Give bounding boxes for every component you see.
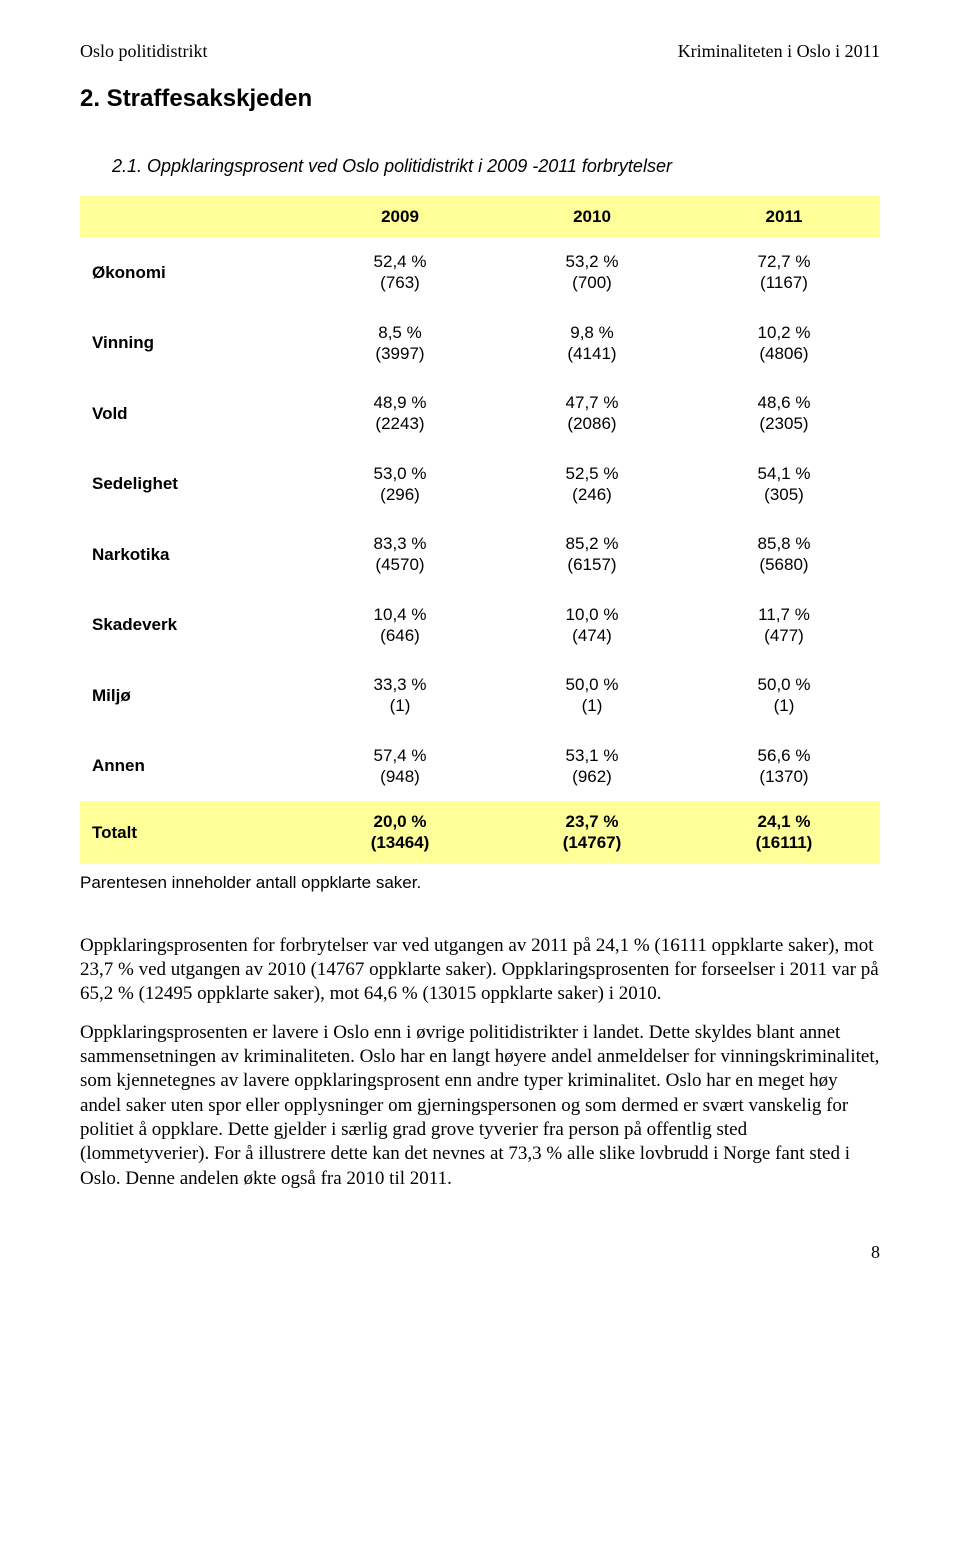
cell-2009: 48,9 %(2243) xyxy=(304,378,496,449)
cell-2010: 10,0 %(474) xyxy=(496,590,688,661)
total-2011: 24,1 %(16111) xyxy=(688,801,880,864)
header-right: Kriminaliteten i Oslo i 2011 xyxy=(678,40,880,63)
row-label: Narkotika xyxy=(80,519,304,590)
cell-2010: 47,7 %(2086) xyxy=(496,378,688,449)
row-label: Annen xyxy=(80,731,304,802)
cell-2010: 9,8 %(4141) xyxy=(496,308,688,379)
paragraph: Oppklaringsprosenten er lavere i Oslo en… xyxy=(80,1021,880,1191)
total-label: Totalt xyxy=(80,801,304,864)
table-total-row: Totalt20,0 %(13464)23,7 %(14767)24,1 %(1… xyxy=(80,801,880,864)
cell-2011: 72,7 %(1167) xyxy=(688,237,880,308)
cell-2009: 57,4 %(948) xyxy=(304,731,496,802)
body-text: Oppklaringsprosenten for forbrytelser va… xyxy=(80,934,880,1191)
cell-2009: 8,5 %(3997) xyxy=(304,308,496,379)
cell-2010: 52,5 %(246) xyxy=(496,449,688,520)
cell-2009: 53,0 %(296) xyxy=(304,449,496,520)
row-label: Vold xyxy=(80,378,304,449)
table-row: Sedelighet53,0 %(296)52,5 %(246)54,1 %(3… xyxy=(80,449,880,520)
row-label: Miljø xyxy=(80,660,304,731)
cell-2011: 85,8 %(5680) xyxy=(688,519,880,590)
row-label: Økonomi xyxy=(80,237,304,308)
paragraph: Oppklaringsprosenten for forbrytelser va… xyxy=(80,934,880,1007)
cell-2011: 48,6 %(2305) xyxy=(688,378,880,449)
page-header: Oslo politidistrikt Kriminaliteten i Osl… xyxy=(80,40,880,63)
section-title: 2. Straffesakskjeden xyxy=(80,83,880,114)
table-title: 2.1. Oppklaringsprosent ved Oslo politid… xyxy=(112,155,880,178)
cell-2009: 10,4 %(646) xyxy=(304,590,496,661)
row-label: Sedelighet xyxy=(80,449,304,520)
cell-2010: 50,0 %(1) xyxy=(496,660,688,731)
col-2011: 2011 xyxy=(688,196,880,237)
cell-2010: 85,2 %(6157) xyxy=(496,519,688,590)
col-2010: 2010 xyxy=(496,196,688,237)
table-row: Narkotika83,3 %(4570)85,2 %(6157)85,8 %(… xyxy=(80,519,880,590)
table-row: Økonomi52,4 %(763)53,2 %(700)72,7 %(1167… xyxy=(80,237,880,308)
cell-2011: 11,7 %(477) xyxy=(688,590,880,661)
table-row: Skadeverk10,4 %(646)10,0 %(474)11,7 %(47… xyxy=(80,590,880,661)
table-row: Vinning8,5 %(3997)9,8 %(4141)10,2 %(4806… xyxy=(80,308,880,379)
row-label: Skadeverk xyxy=(80,590,304,661)
col-2009: 2009 xyxy=(304,196,496,237)
cell-2010: 53,2 %(700) xyxy=(496,237,688,308)
cell-2009: 52,4 %(763) xyxy=(304,237,496,308)
col-blank xyxy=(80,196,304,237)
table-row: Vold48,9 %(2243)47,7 %(2086)48,6 %(2305) xyxy=(80,378,880,449)
cell-2009: 33,3 %(1) xyxy=(304,660,496,731)
table-header-row: 2009 2010 2011 xyxy=(80,196,880,237)
cell-2010: 53,1 %(962) xyxy=(496,731,688,802)
cell-2011: 50,0 %(1) xyxy=(688,660,880,731)
total-2009: 20,0 %(13464) xyxy=(304,801,496,864)
row-label: Vinning xyxy=(80,308,304,379)
cell-2011: 54,1 %(305) xyxy=(688,449,880,520)
cell-2011: 56,6 %(1370) xyxy=(688,731,880,802)
cell-2011: 10,2 %(4806) xyxy=(688,308,880,379)
page-number: 8 xyxy=(80,1241,880,1264)
table-row: Miljø33,3 %(1)50,0 %(1)50,0 %(1) xyxy=(80,660,880,731)
cell-2009: 83,3 %(4570) xyxy=(304,519,496,590)
data-table: 2009 2010 2011 Økonomi52,4 %(763)53,2 %(… xyxy=(80,196,880,864)
table-row: Annen57,4 %(948)53,1 %(962)56,6 %(1370) xyxy=(80,731,880,802)
table-footnote: Parentesen inneholder antall oppklarte s… xyxy=(80,872,880,894)
header-left: Oslo politidistrikt xyxy=(80,40,208,63)
total-2010: 23,7 %(14767) xyxy=(496,801,688,864)
